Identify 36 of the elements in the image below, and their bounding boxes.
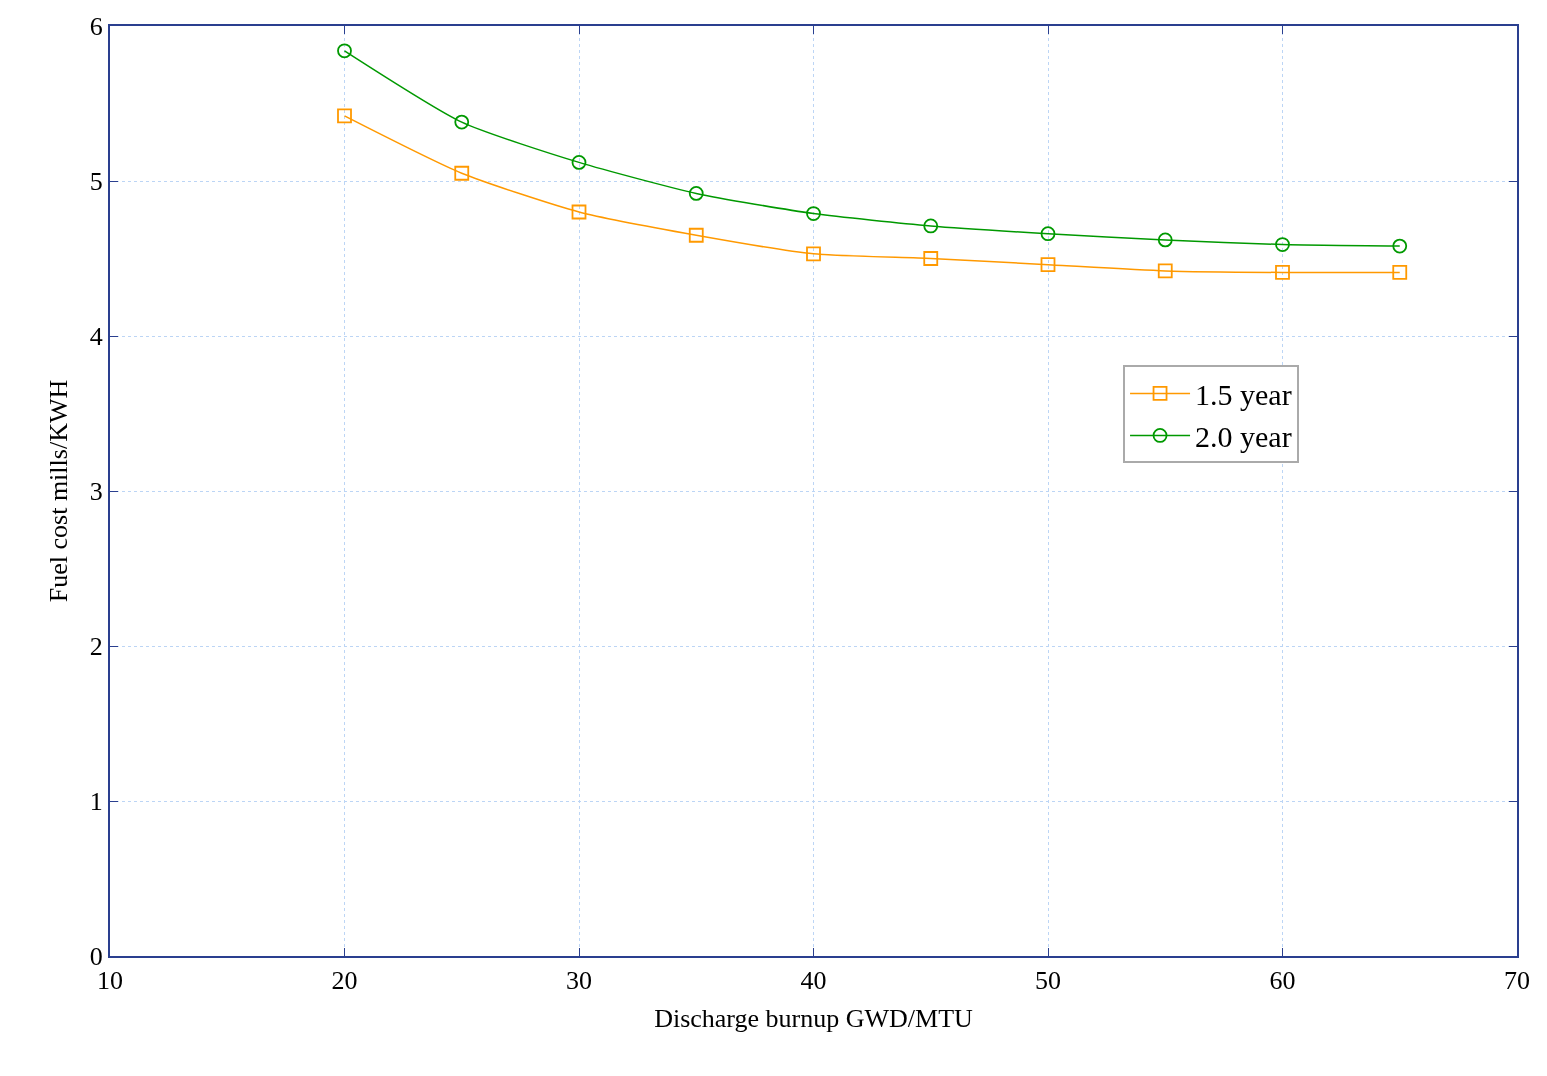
x-tick-label: 50 (1035, 966, 1061, 996)
y-tick-label: 4 (89, 322, 103, 352)
point (1275, 265, 1290, 280)
point (688, 186, 704, 201)
x-axis-title: Discharge burnup GWD/MTU (654, 1004, 974, 1034)
y-axis-title: Fuel cost mills/KWH (43, 379, 73, 603)
point (1040, 226, 1056, 242)
point (923, 251, 939, 266)
point (337, 108, 352, 124)
point (571, 155, 587, 170)
legend-label: 2.0 year (1195, 420, 1292, 454)
y-tick-label: 1 (89, 787, 103, 817)
point (688, 227, 704, 243)
x-tick-label: 20 (331, 966, 358, 996)
point (1392, 265, 1408, 280)
point (806, 246, 821, 262)
point (1040, 257, 1056, 273)
point (571, 204, 587, 220)
y-tick-label: 6 (89, 12, 103, 42)
x-tick-label: 40 (800, 966, 827, 996)
legend-label: 1.5 year (1195, 378, 1292, 412)
y-tick-label: 2 (89, 632, 103, 662)
point (923, 218, 939, 234)
point (337, 43, 352, 59)
point (454, 114, 470, 130)
point (454, 165, 470, 181)
x-tick-label: 30 (566, 966, 592, 996)
point (1157, 232, 1173, 248)
x-tick-label: 60 (1269, 966, 1296, 996)
point (1275, 237, 1290, 252)
point (1392, 238, 1408, 254)
y-tick-label: 5 (89, 167, 103, 197)
point (1157, 263, 1173, 279)
y-tick-label: 3 (89, 477, 103, 507)
point (806, 206, 821, 221)
x-tick-label: 70 (1504, 966, 1530, 996)
